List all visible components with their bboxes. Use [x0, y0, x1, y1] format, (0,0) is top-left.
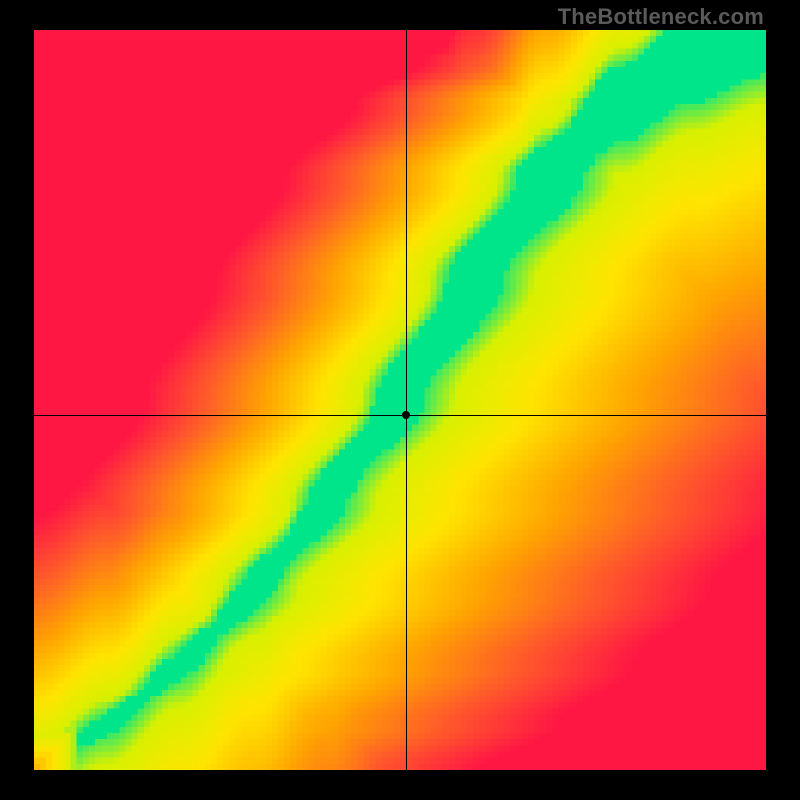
crosshair-vertical [406, 30, 407, 770]
watermark-text: TheBottleneck.com [558, 4, 764, 30]
crosshair-horizontal [34, 415, 766, 416]
heatmap-canvas [34, 30, 766, 770]
chart-frame: TheBottleneck.com [0, 0, 800, 800]
crosshair-marker [402, 411, 410, 419]
